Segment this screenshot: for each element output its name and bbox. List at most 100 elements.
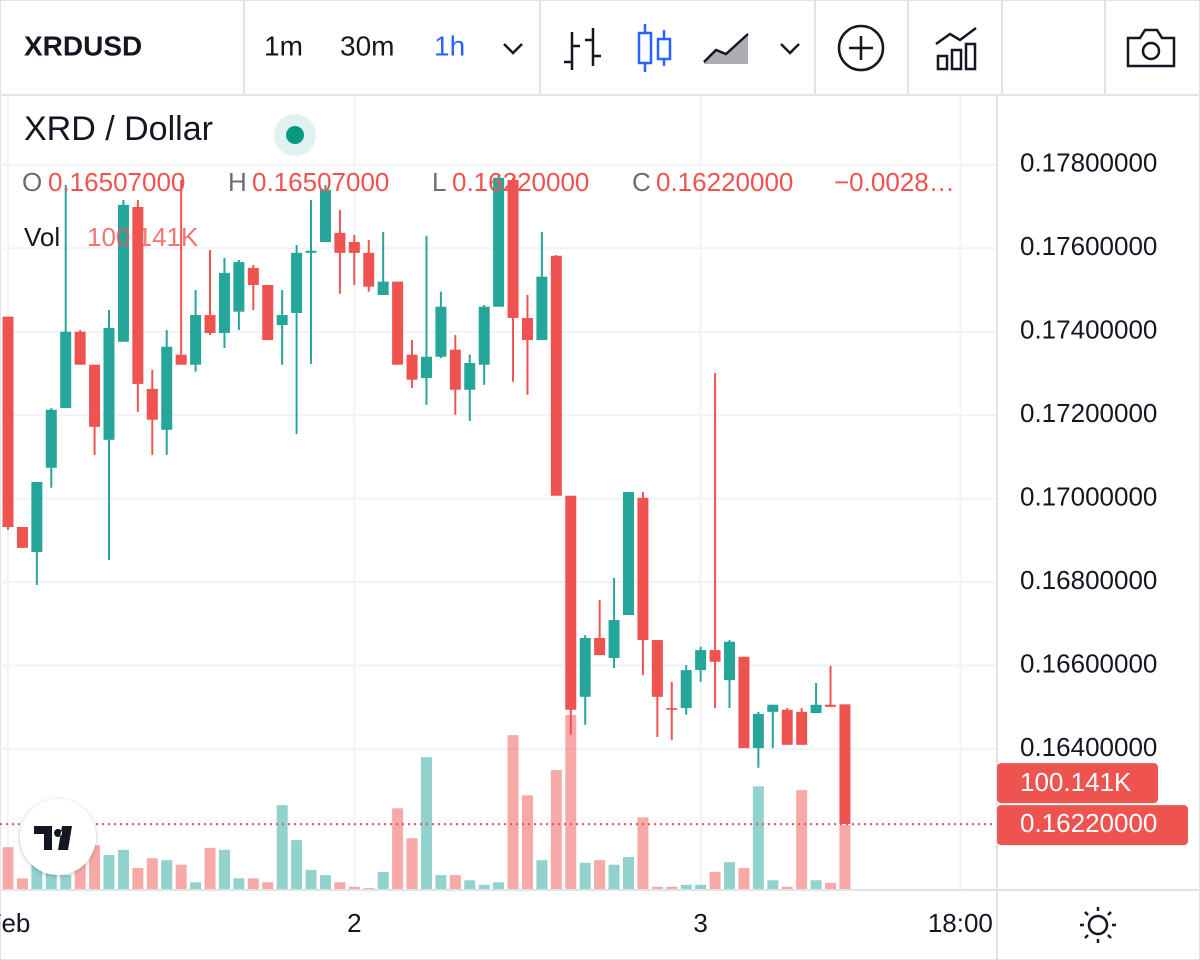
candle-body xyxy=(493,177,505,307)
candle-body xyxy=(637,497,649,641)
volume-bar xyxy=(781,886,793,890)
ohlc-value: 0.16507000 xyxy=(48,167,185,197)
symbol[interactable]: XRDUSD xyxy=(24,30,142,61)
candles-icon[interactable] xyxy=(637,24,672,72)
interval-button[interactable]: 30m xyxy=(340,30,394,61)
volume-bar xyxy=(247,878,259,890)
volume-bar xyxy=(579,862,591,890)
candle-body xyxy=(392,281,404,365)
volume-tag xyxy=(997,763,1158,804)
status-dot xyxy=(286,126,304,144)
interval-menu[interactable] xyxy=(503,43,523,55)
y-tick-label: 0.17400000 xyxy=(1020,315,1157,345)
candle-body xyxy=(478,306,490,365)
candle-body xyxy=(507,179,519,318)
tv-logo[interactable] xyxy=(20,799,96,875)
candle-body xyxy=(377,281,389,296)
ohlc-value: 0.16220000 xyxy=(452,167,589,197)
chart-type-menu[interactable] xyxy=(780,43,800,55)
volume-bar xyxy=(334,882,346,890)
candle-body xyxy=(738,656,750,749)
candle-body xyxy=(724,641,735,681)
ohlc-value: 0.16507000 xyxy=(252,167,389,197)
volume-bar xyxy=(810,880,822,890)
candle-body xyxy=(146,388,158,420)
add-icon[interactable] xyxy=(837,24,885,72)
price-tag xyxy=(997,805,1188,846)
volume-bar xyxy=(435,875,447,890)
indicators-icon[interactable] xyxy=(935,27,977,71)
volume-bar xyxy=(507,735,519,890)
candle-body xyxy=(348,242,360,253)
candle-body xyxy=(521,317,533,341)
candle-body xyxy=(695,650,707,671)
volume-bar xyxy=(521,795,533,890)
candle-body xyxy=(752,713,764,749)
volume-bar xyxy=(550,770,562,890)
volume-bar xyxy=(738,867,750,890)
candle-body xyxy=(117,204,129,342)
settings-icon[interactable] xyxy=(1080,907,1116,943)
volume-bar xyxy=(348,886,360,890)
candle-body xyxy=(839,704,851,825)
candle-body xyxy=(435,306,447,357)
volume-bar xyxy=(709,871,721,890)
volume-bar xyxy=(132,867,144,890)
snapshot-icon[interactable] xyxy=(1126,28,1176,68)
candle-body xyxy=(132,206,144,384)
bars-icon[interactable] xyxy=(564,28,601,70)
interval-button[interactable]: 1m xyxy=(264,30,303,61)
y-tick-label: 0.17200000 xyxy=(1020,398,1157,428)
y-tick-label: 0.17000000 xyxy=(1020,482,1157,512)
volume-bar xyxy=(825,882,837,890)
candle-body xyxy=(464,363,476,390)
candle-body xyxy=(262,285,274,341)
candle-body xyxy=(305,250,317,253)
candle-body xyxy=(420,356,432,379)
candle-body xyxy=(651,640,663,697)
x-tick-label: 2 xyxy=(347,908,361,938)
volume-bar xyxy=(796,790,808,890)
candle-body xyxy=(608,620,620,659)
volume-bar xyxy=(161,860,173,890)
candle-body xyxy=(406,354,418,380)
volume-bar xyxy=(651,886,663,890)
volume-bar xyxy=(666,886,678,890)
y-tick-label: 0.16600000 xyxy=(1020,648,1157,678)
candle-body xyxy=(45,409,57,468)
volume-bar xyxy=(724,862,735,890)
candle-body xyxy=(103,327,115,440)
volume-bar xyxy=(839,825,851,890)
volume-bar xyxy=(2,847,14,890)
price-tag-label: 0.16220000 xyxy=(1020,808,1157,838)
candle-body xyxy=(247,267,259,286)
x-tick-label: Feb xyxy=(0,908,30,938)
candle-body xyxy=(291,252,303,313)
volume-bar xyxy=(218,849,230,890)
ohlc-label: C xyxy=(632,167,651,197)
area-icon[interactable] xyxy=(703,33,749,64)
candle-body xyxy=(175,354,187,365)
volume-bar xyxy=(377,871,389,890)
interval-button[interactable]: 1h xyxy=(434,30,465,61)
candle-body xyxy=(594,637,606,656)
candle-body xyxy=(781,709,793,745)
candle-body xyxy=(666,708,678,710)
volume-bar xyxy=(16,878,28,890)
candle-body xyxy=(218,272,230,333)
volume-bar xyxy=(695,884,707,890)
volume-bar xyxy=(493,882,505,890)
volume-bar xyxy=(262,882,274,890)
volume-bar xyxy=(31,864,43,890)
volume-bar xyxy=(464,880,476,890)
candle-body xyxy=(74,331,86,365)
separators xyxy=(243,0,1106,95)
volume-bar xyxy=(190,882,202,890)
candle-body xyxy=(810,704,822,714)
candle-body xyxy=(825,704,837,707)
volume-bar xyxy=(565,715,577,890)
candle-body xyxy=(161,346,173,430)
candle-body xyxy=(2,316,14,528)
volume-bar xyxy=(594,860,606,890)
